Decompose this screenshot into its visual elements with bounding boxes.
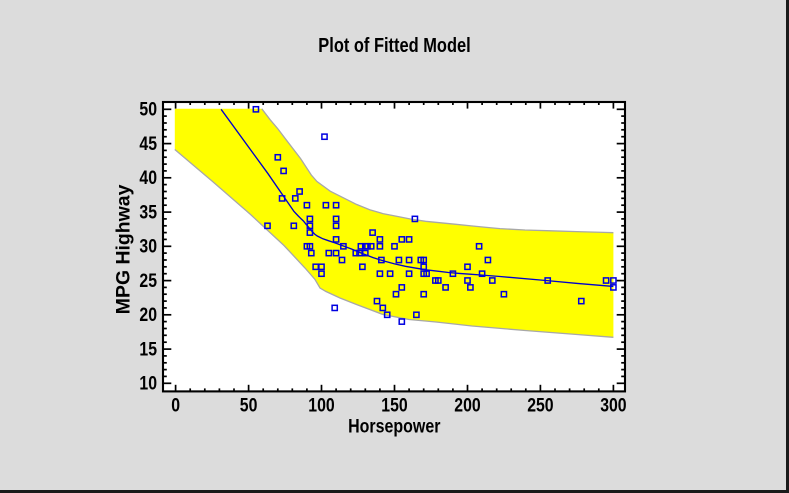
svg-text:150: 150: [381, 396, 407, 417]
svg-text:MPG Highway: MPG Highway: [114, 184, 135, 314]
svg-text:20: 20: [139, 305, 157, 326]
svg-text:200: 200: [454, 396, 480, 417]
svg-text:35: 35: [139, 203, 157, 224]
svg-text:45: 45: [139, 134, 157, 155]
svg-text:15: 15: [139, 339, 157, 360]
svg-text:25: 25: [139, 271, 157, 292]
svg-text:50: 50: [240, 396, 258, 417]
svg-text:40: 40: [139, 168, 157, 189]
svg-text:250: 250: [527, 396, 553, 417]
svg-text:50: 50: [139, 100, 157, 121]
svg-text:0: 0: [171, 396, 180, 417]
svg-text:Plot of Fitted Model: Plot of Fitted Model: [318, 35, 470, 57]
svg-text:100: 100: [308, 396, 334, 417]
svg-text:30: 30: [139, 237, 157, 258]
svg-text:Horsepower: Horsepower: [348, 416, 441, 437]
svg-text:300: 300: [600, 396, 626, 417]
svg-text:10: 10: [139, 374, 157, 395]
